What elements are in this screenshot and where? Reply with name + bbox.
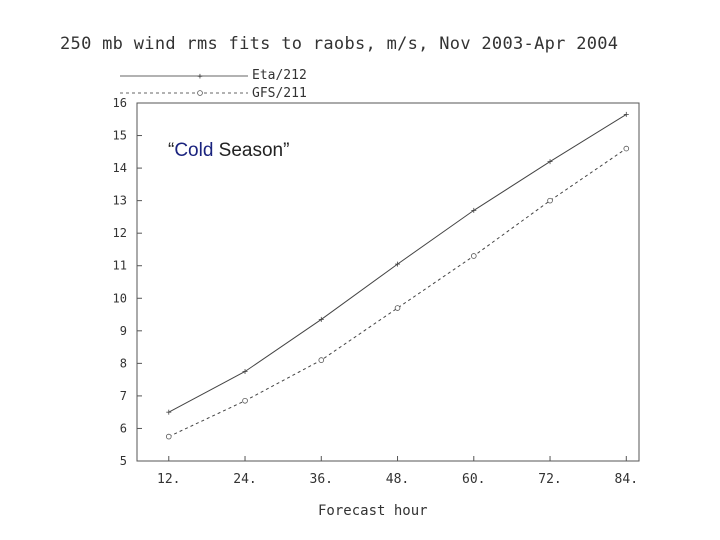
y-tick-label: 6 (120, 421, 127, 435)
data-point-eta (623, 111, 629, 117)
legend-label-eta: Eta/212 (252, 68, 307, 83)
y-tick-label: 8 (120, 356, 127, 370)
x-tick-label: 72. (538, 472, 561, 487)
y-tick-label: 16 (113, 96, 127, 110)
data-point-gfs (318, 357, 325, 363)
data-point-eta (471, 207, 477, 213)
data-point-gfs (165, 433, 172, 440)
data-point-gfs (623, 145, 630, 152)
data-point-eta (166, 409, 172, 415)
season-annotation: “Cold Season” (168, 140, 289, 162)
plot-frame (136, 102, 640, 462)
season-open-quote: “ (168, 140, 175, 161)
x-tick-label: 24. (233, 472, 256, 487)
x-tick-label: 12. (157, 472, 180, 487)
x-tick-label: 84. (615, 472, 638, 487)
legend-marker-gfs (197, 90, 203, 96)
y-tick-label: 14 (113, 161, 127, 175)
y-tick-label: 11 (113, 259, 127, 273)
y-tick-label: 5 (120, 454, 127, 468)
y-tick-label: 12 (113, 226, 127, 240)
data-point-gfs (547, 197, 553, 204)
y-tick-label: 9 (120, 324, 127, 338)
data-point-gfs (242, 397, 248, 404)
data-point-eta (395, 261, 401, 267)
data-point-gfs (394, 305, 401, 311)
y-tick-label: 7 (120, 389, 127, 403)
data-point-eta (547, 159, 553, 165)
y-tick-label: 13 (113, 194, 127, 208)
legend-marker-eta: + (197, 72, 203, 82)
chart-title: 250 mb wind rms fits to raobs, m/s, Nov … (60, 34, 619, 54)
x-tick-label: 36. (310, 472, 333, 487)
data-point-gfs (470, 253, 477, 259)
data-point-eta (242, 369, 248, 374)
y-tick-label: 15 (113, 129, 127, 143)
season-accent-word: Cold (174, 140, 214, 161)
series-line-gfs-211 (168, 148, 627, 438)
legend-label-gfs: GFS/211 (252, 86, 307, 101)
data-point-eta (318, 316, 324, 322)
season-rest: Season” (213, 140, 290, 161)
y-tick-label: 10 (113, 291, 127, 305)
x-axis-label: Forecast hour (318, 503, 428, 519)
x-tick-label: 60. (462, 472, 485, 487)
x-tick-label: 48. (386, 472, 409, 487)
